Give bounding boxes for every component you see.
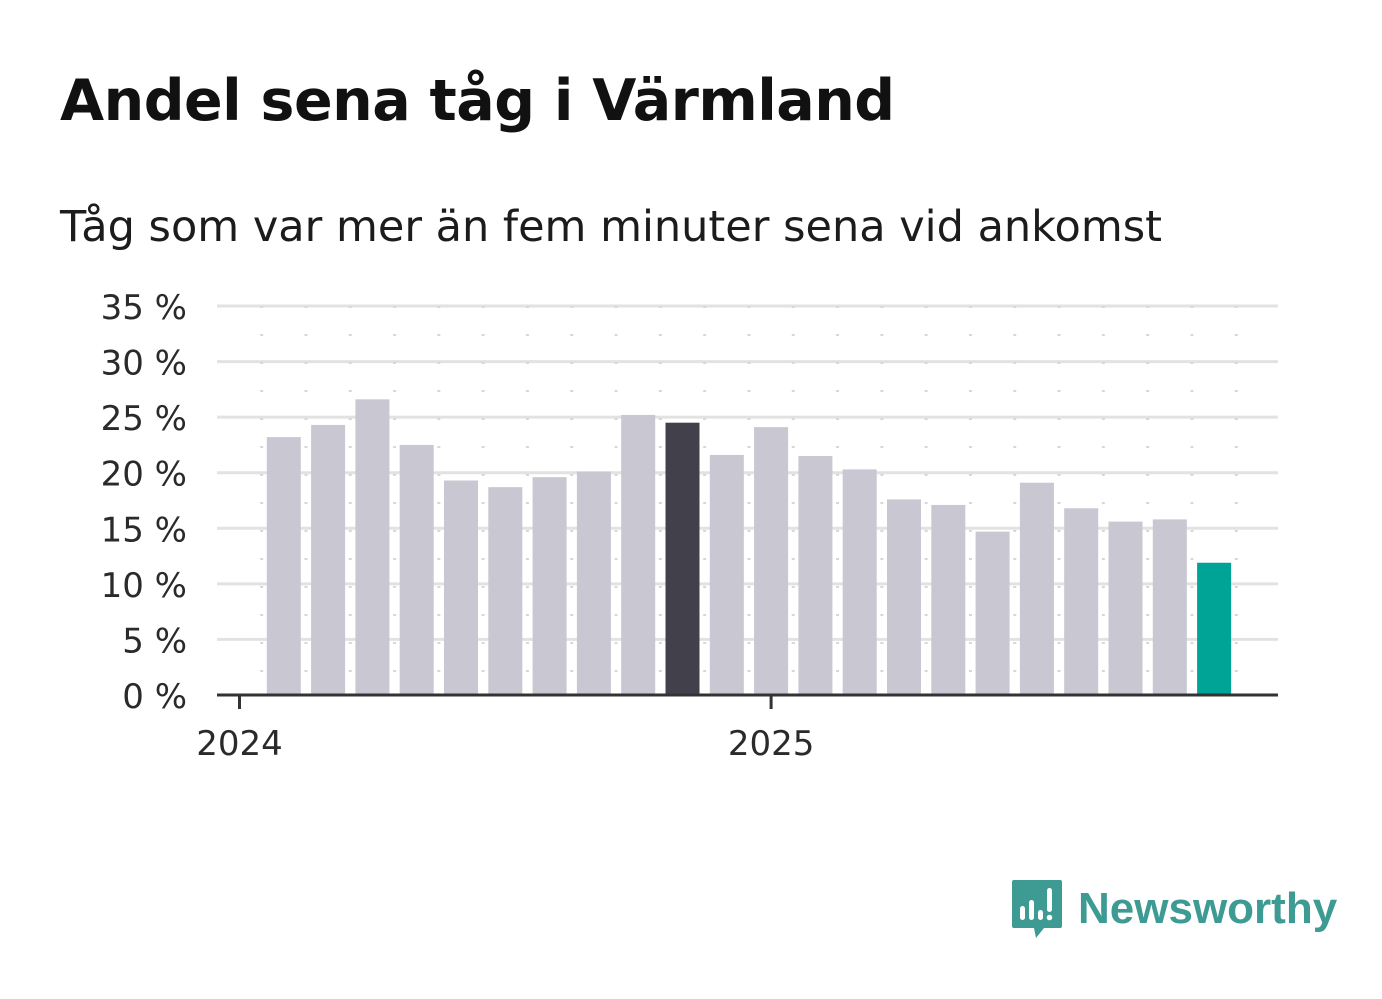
bar: [621, 414, 656, 695]
x-axis-labels: 2024 2025: [196, 724, 814, 764]
bars: [266, 399, 1232, 695]
bar: [665, 422, 700, 695]
bar: [842, 469, 877, 695]
bar: [1108, 521, 1143, 695]
y-tick-label: 5 %: [122, 621, 187, 661]
chart-title: Andel sena tåg i Värmland: [60, 68, 895, 134]
y-axis-labels: 0 % 5 % 10 % 15 % 20 % 25 % 30 % 35 %: [101, 288, 187, 717]
logo-text: Newsworthy: [1078, 884, 1338, 933]
x-tick-label: 2024: [196, 724, 283, 764]
y-tick-label: 0 %: [122, 677, 187, 717]
newsworthy-chat-bars-icon: [1012, 880, 1062, 938]
bar: [266, 437, 301, 695]
x-tick-label: 2025: [728, 724, 815, 764]
bar: [887, 499, 921, 695]
bar: [1019, 482, 1054, 695]
bar: [1197, 562, 1232, 695]
bar: [532, 477, 567, 695]
bar: [1152, 519, 1187, 695]
chart-subtitle: Tåg som var mer än fem minuter sena vid …: [60, 202, 1163, 252]
x-axis: [217, 693, 1278, 709]
bar: [754, 427, 789, 695]
y-tick-label: 10 %: [101, 566, 187, 606]
bar: [576, 471, 611, 695]
bar: [311, 424, 346, 695]
bar: [931, 504, 966, 695]
bar: [709, 454, 744, 695]
bar: [444, 480, 478, 695]
bar: [399, 444, 434, 695]
bar: [798, 456, 833, 695]
bar: [1064, 508, 1099, 695]
y-tick-label: 15 %: [101, 510, 187, 550]
grid-lines: [217, 304, 1278, 695]
newsworthy-logo: Newsworthy: [1010, 878, 1337, 940]
y-tick-label: 35 %: [101, 288, 187, 328]
bar: [488, 487, 523, 695]
y-tick-label: 20 %: [101, 455, 187, 495]
y-tick-label: 25 %: [101, 399, 187, 439]
y-tick-label: 30 %: [101, 344, 187, 384]
bar: [975, 531, 1010, 695]
bar: [355, 399, 390, 695]
